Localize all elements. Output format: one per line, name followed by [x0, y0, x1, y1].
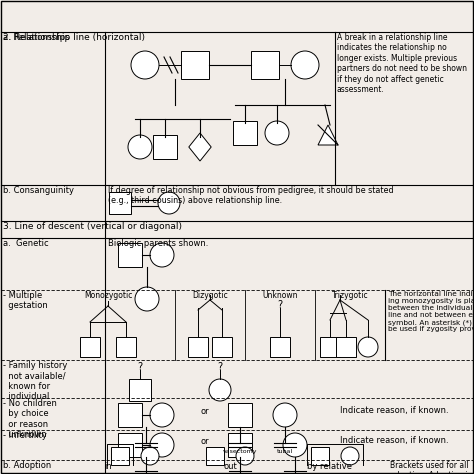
Circle shape	[150, 243, 174, 267]
Bar	[251, 51, 279, 79]
Bar	[311, 447, 329, 465]
Text: Unknown: Unknown	[262, 291, 298, 300]
Bar	[212, 337, 232, 357]
Circle shape	[291, 51, 319, 79]
Circle shape	[131, 51, 159, 79]
Circle shape	[236, 447, 254, 465]
Bar	[118, 433, 142, 457]
Polygon shape	[318, 125, 338, 145]
Bar	[320, 337, 340, 357]
Text: a. Relationships: a. Relationships	[3, 33, 70, 42]
Text: b. Adoption: b. Adoption	[3, 461, 51, 470]
Text: 2. Relationship line (horizontal): 2. Relationship line (horizontal)	[3, 33, 145, 42]
Text: - No children
  by choice
  or reason
  unknown: - No children by choice or reason unknow…	[3, 399, 57, 439]
Text: out: out	[223, 462, 237, 471]
Text: Monozygotic: Monozygotic	[84, 291, 132, 300]
Text: Biologic parents shown.: Biologic parents shown.	[108, 239, 209, 248]
Bar	[153, 135, 177, 159]
Text: - Multiple
  gestation: - Multiple gestation	[3, 291, 48, 310]
Bar	[118, 243, 142, 267]
Text: - Family history
  not available/
  known for
  individual: - Family history not available/ known fo…	[3, 361, 67, 401]
Circle shape	[273, 403, 297, 427]
Bar	[233, 121, 257, 145]
Text: Brackets used for all
adoption. Adoption in
= brought into family.: Brackets used for all adoption. Adoption…	[390, 461, 474, 474]
Text: The horizontal line indicat-
ing monozygosity is placed
between the individual's: The horizontal line indicat- ing monozyg…	[388, 291, 474, 332]
Bar	[188, 337, 208, 357]
Text: or: or	[201, 407, 210, 416]
Text: Dizygotic: Dizygotic	[192, 291, 228, 300]
Bar	[270, 337, 290, 357]
Circle shape	[358, 337, 378, 357]
Polygon shape	[189, 133, 211, 161]
Text: A break in a relationship line
indicates the relationship no
longer exists. Mult: A break in a relationship line indicates…	[337, 33, 467, 94]
Text: If degree of relationship not obvious from pedigree, it should be stated
(e.g., : If degree of relationship not obvious fr…	[108, 186, 393, 205]
Bar	[129, 379, 151, 401]
Circle shape	[128, 135, 152, 159]
Text: in: in	[104, 462, 112, 471]
Text: - Infertility: - Infertility	[3, 431, 47, 440]
Circle shape	[150, 403, 174, 427]
Text: 3. Line of descent (vertical or diagonal): 3. Line of descent (vertical or diagonal…	[3, 222, 182, 231]
Text: Trizygotic: Trizygotic	[332, 291, 368, 300]
Circle shape	[158, 192, 180, 214]
Text: ?: ?	[277, 300, 283, 310]
Bar	[111, 447, 129, 465]
Circle shape	[209, 379, 231, 401]
Bar	[181, 51, 209, 79]
Bar	[336, 337, 356, 357]
Text: tubal: tubal	[277, 449, 293, 454]
Text: b. Consanguinity: b. Consanguinity	[3, 186, 74, 195]
Text: or: or	[201, 437, 210, 446]
Circle shape	[135, 287, 159, 311]
Bar	[206, 447, 224, 465]
Circle shape	[265, 121, 289, 145]
Bar	[109, 192, 131, 214]
Bar	[228, 433, 252, 457]
Circle shape	[283, 433, 307, 457]
Text: vasectomy: vasectomy	[223, 449, 257, 454]
Text: ?: ?	[218, 362, 223, 372]
Text: ?: ?	[137, 362, 143, 372]
Text: a.  Genetic: a. Genetic	[3, 239, 49, 248]
Bar	[80, 337, 100, 357]
Circle shape	[141, 447, 159, 465]
Circle shape	[150, 433, 174, 457]
Circle shape	[341, 447, 359, 465]
Text: Indicate reason, if known.: Indicate reason, if known.	[340, 407, 448, 416]
Text: by relative: by relative	[308, 462, 353, 471]
Bar	[116, 337, 136, 357]
Bar	[228, 403, 252, 427]
Text: Indicate reason, if known.: Indicate reason, if known.	[340, 437, 448, 446]
Bar	[118, 403, 142, 427]
